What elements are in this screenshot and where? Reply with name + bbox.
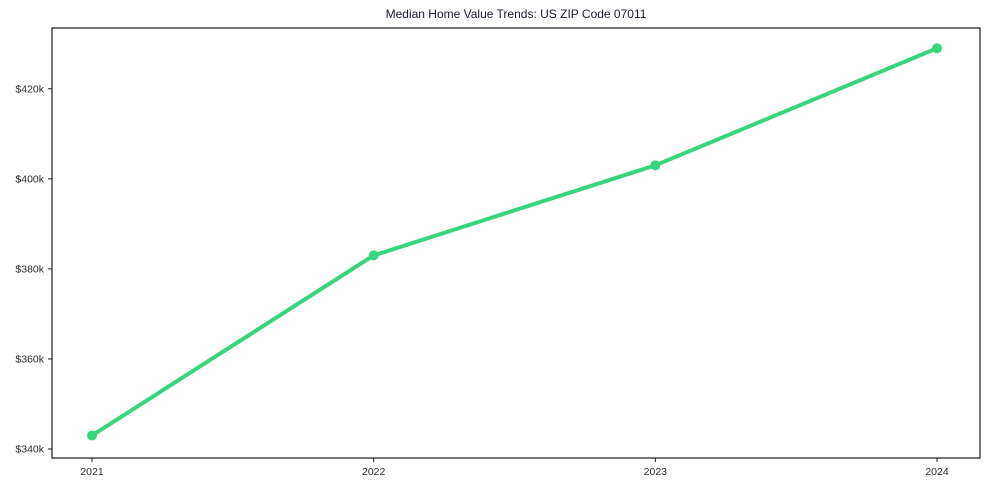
x-tick-label: 2024 xyxy=(925,466,949,478)
y-tick-label: $340k xyxy=(15,443,44,455)
chart-title: Median Home Value Trends: US ZIP Code 07… xyxy=(385,7,647,21)
data-point-marker xyxy=(932,43,942,54)
x-tick-label: 2023 xyxy=(644,466,668,478)
data-point-marker xyxy=(650,160,661,171)
x-tick-label: 2022 xyxy=(362,466,386,478)
y-tick-label: $400k xyxy=(15,173,44,185)
x-tick-label: 2021 xyxy=(80,466,104,478)
plot-border xyxy=(51,27,981,459)
data-point-marker xyxy=(368,250,379,261)
trend-line xyxy=(90,46,939,438)
y-tick-label: $380k xyxy=(15,263,44,275)
y-tick-label: $420k xyxy=(15,83,44,95)
data-point-marker xyxy=(87,430,97,441)
y-tick-label: $360k xyxy=(15,353,44,365)
